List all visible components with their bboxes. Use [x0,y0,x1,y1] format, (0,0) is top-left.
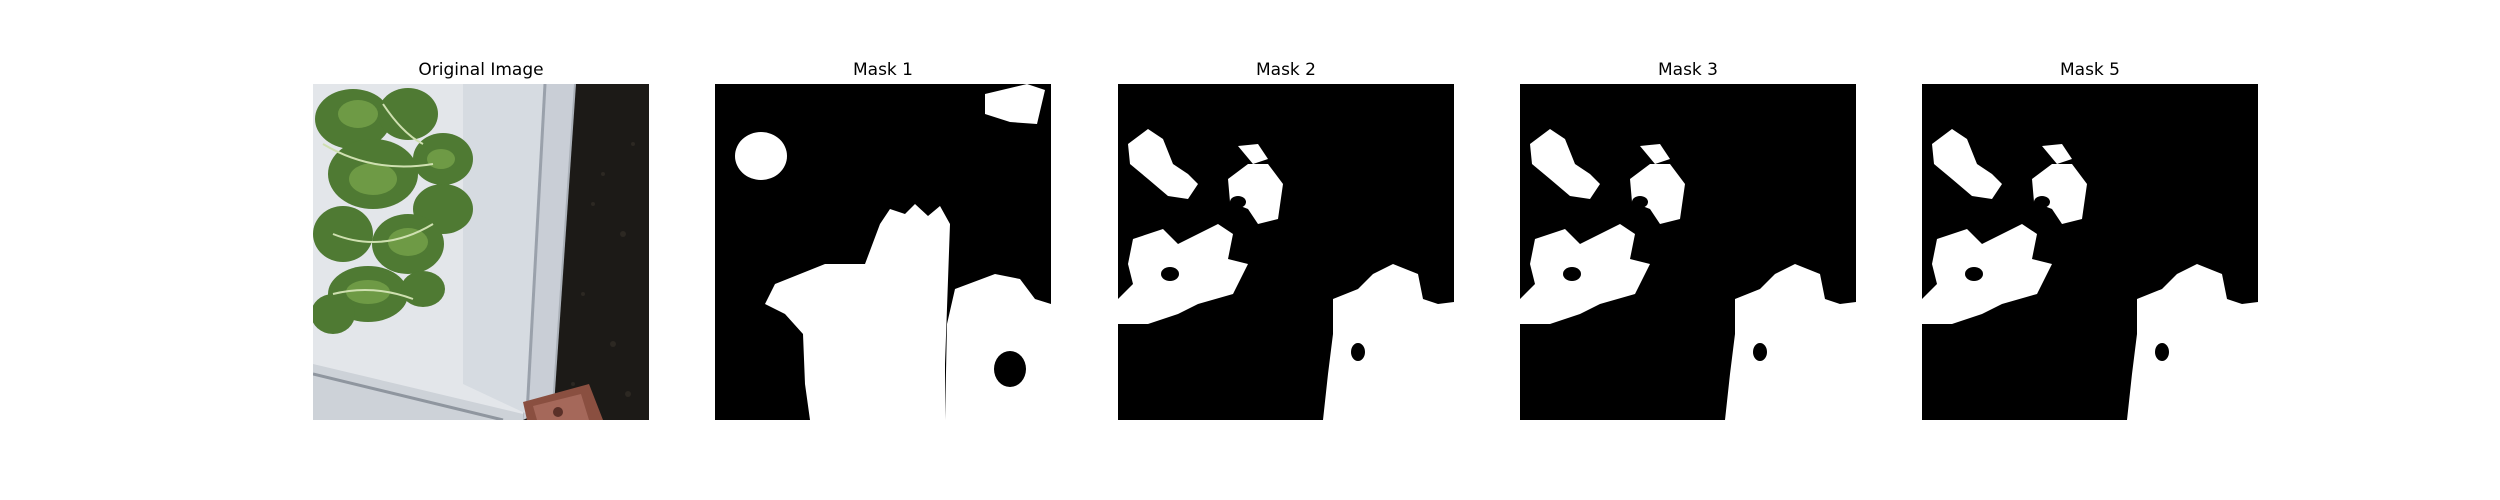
panel-mask-5: Mask 5 [1922,56,2258,420]
panel-mask-2: Mask 2 [1118,56,1454,420]
panel-title: Mask 2 [1118,56,1454,84]
panel-title: Original Image [313,56,649,84]
mask-3-image [1520,84,1856,420]
panel-original-image: Original Image [313,56,649,420]
panel-mask-1: Mask 1 [715,56,1051,420]
panel-title: Mask 5 [1922,56,2258,84]
panel-title: Mask 1 [715,56,1051,84]
panel-mask-3: Mask 3 [1520,56,1856,420]
mask-2-image [1118,84,1454,420]
original-image [313,84,649,420]
panel-title: Mask 3 [1520,56,1856,84]
mask-1-image [715,84,1051,420]
mask-5-image [1922,84,2258,420]
